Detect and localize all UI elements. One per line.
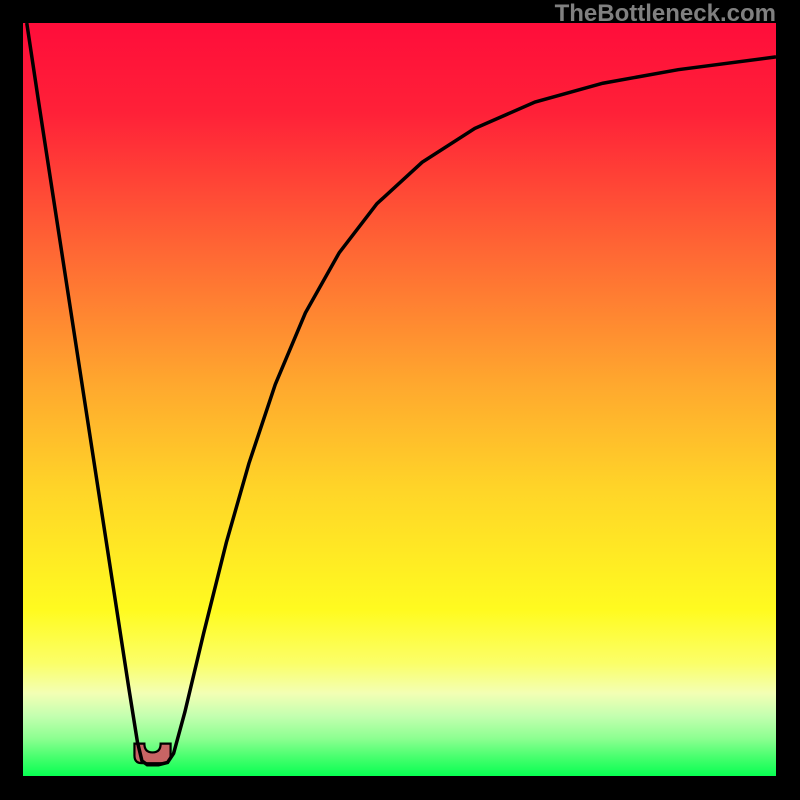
plot-area	[23, 23, 776, 776]
attribution-text: TheBottleneck.com	[555, 0, 776, 28]
chart-frame: TheBottleneck.com	[0, 0, 800, 800]
bottleneck-curve-line	[27, 23, 776, 765]
curve-svg	[23, 23, 776, 776]
